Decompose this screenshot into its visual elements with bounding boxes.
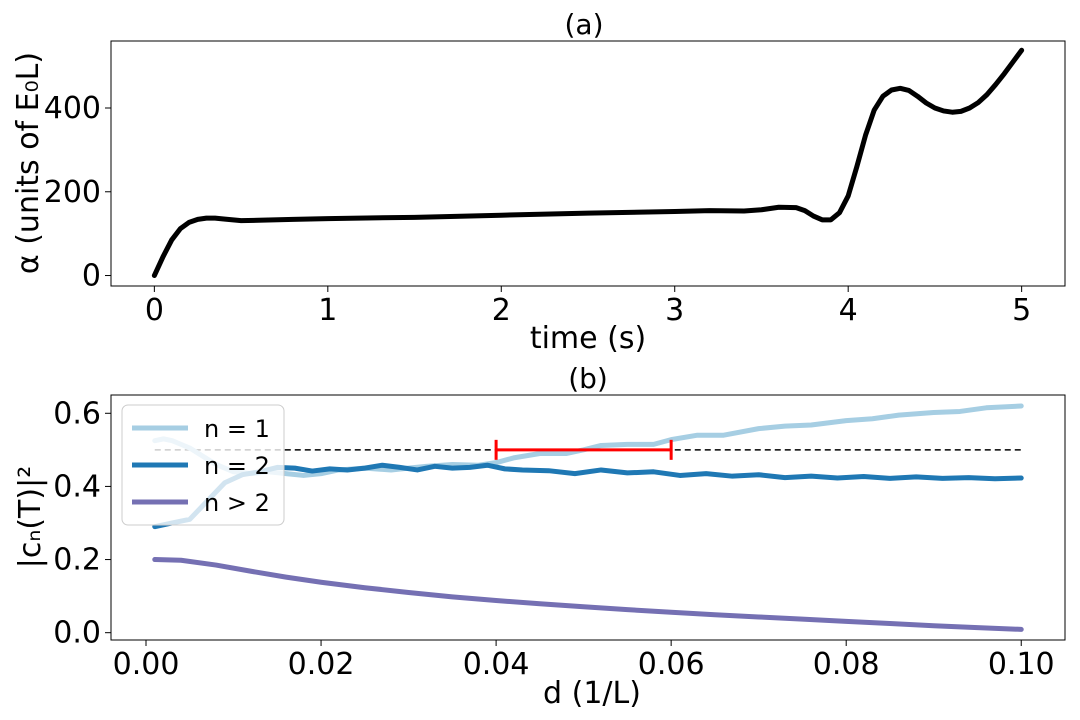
- x-tick-label: 5: [1012, 293, 1031, 328]
- x-tick-label: 4: [839, 293, 858, 328]
- x-tick-label: 0.02: [288, 647, 355, 682]
- panel-a-x-ticks: 0 1 2 3 4 5: [145, 286, 1031, 328]
- series-line-alpha: [151, 47, 1025, 279]
- panel-b-x-ticks: 0.00 0.02 0.04 0.06 0.08 0.10: [113, 640, 1055, 682]
- y-tick-label: 0.4: [53, 469, 101, 504]
- panel-a-title: (a): [564, 8, 603, 41]
- panel-a-y-ticks: 0 200 400: [44, 91, 111, 294]
- panel-b-y-label: |cₙ(T)|²: [13, 466, 48, 568]
- x-tick-label: 0.08: [813, 647, 880, 682]
- panel-b-interval: [494, 439, 673, 460]
- x-tick-label: 0: [145, 293, 164, 328]
- series-line-n1: [152, 403, 1024, 478]
- x-tick-label: 0.06: [638, 647, 705, 682]
- series-line-ngt2: [152, 557, 1024, 632]
- panel-b-title: (b): [568, 362, 608, 395]
- panel-a-y-label: α (units of E₀L): [11, 52, 46, 274]
- y-tick-label: 200: [44, 175, 101, 210]
- x-tick-label: 0.00: [113, 647, 180, 682]
- legend: n = 1 n = 2 n > 2: [121, 404, 285, 526]
- legend-label-n2: n = 2: [204, 452, 270, 480]
- legend-box: [121, 404, 285, 526]
- panel-b-x-label: d (1/L): [543, 676, 641, 711]
- panel-a-frame: [110, 40, 1066, 287]
- y-tick-label: 400: [44, 91, 101, 126]
- panel-b-y-ticks: 0.0 0.2 0.4 0.6: [53, 396, 111, 651]
- y-tick-label: 0: [82, 259, 101, 294]
- x-tick-label: 0.10: [988, 647, 1055, 682]
- panel-b-frame: [110, 394, 1066, 641]
- y-tick-label: 0.2: [53, 543, 101, 578]
- x-tick-label: 2: [492, 293, 511, 328]
- x-tick-label: 3: [665, 293, 684, 328]
- legend-label-ngt2: n > 2: [204, 489, 270, 517]
- x-tick-label: 0.04: [463, 647, 530, 682]
- y-tick-label: 0.6: [53, 396, 101, 431]
- panel-a-x-label: time (s): [530, 321, 646, 356]
- panel-a: (a) 0 1 2 3 4 5 0 200 400 time (s) α (units of …: [11, 8, 1066, 356]
- panel-b: (b) 0.00 0.02 0.04 0.06 0.08 0.10 0.00.20.40.…: [13, 362, 1066, 711]
- y-tick-label: 0.0: [53, 616, 101, 651]
- panel-a-series: [151, 47, 1025, 279]
- legend-label-n1: n = 1: [204, 415, 270, 443]
- panel-b-series: [152, 403, 1024, 632]
- x-tick-label: 1: [318, 293, 337, 328]
